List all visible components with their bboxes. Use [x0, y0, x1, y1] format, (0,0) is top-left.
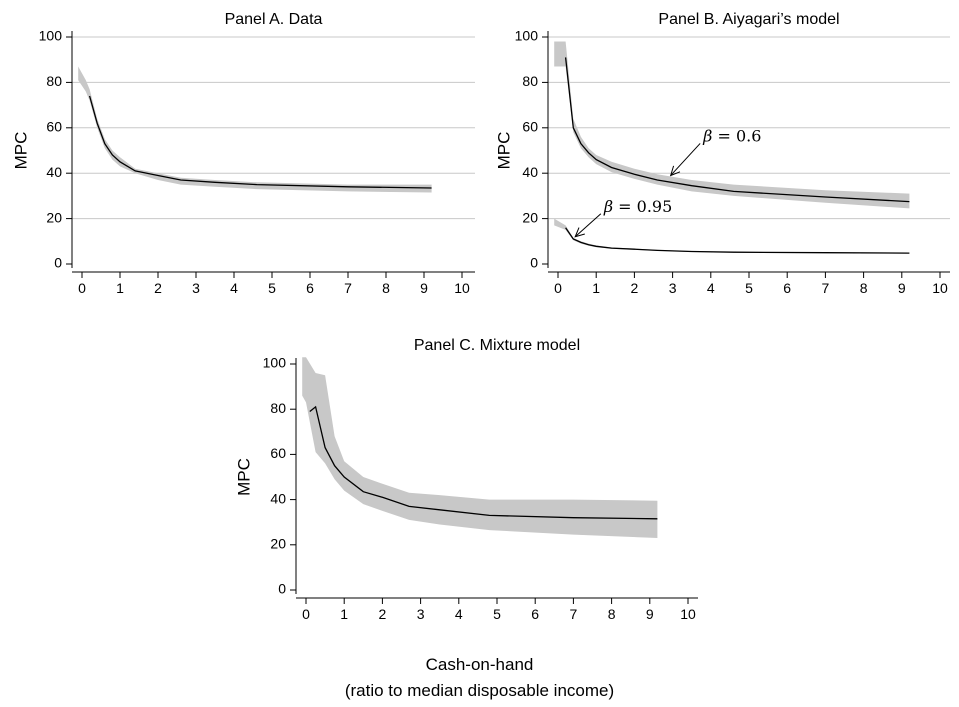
panel-c-x-tick-label: 1 — [340, 606, 348, 622]
panel-c: Panel C. Mixture model MPC 0 20 40 60 80 100 0 1 2… — [234, 337, 698, 622]
panel-b-x-tick-label: 2 — [631, 280, 639, 296]
panel-b-x-tick-label: 10 — [932, 280, 948, 296]
panel-c-y-tick-label: 0 — [278, 581, 286, 597]
panel-c-x-tick-label: 6 — [531, 606, 539, 622]
panel-b-x-tick-label: 0 — [554, 280, 562, 296]
panel-c-y-tick-label: 80 — [270, 400, 286, 416]
panel-c-x-tick-label: 5 — [493, 606, 501, 622]
panel-a-x-tick-label: 0 — [78, 280, 86, 296]
panel-b-title: Panel B. Aiyagari’s model — [658, 11, 839, 28]
panel-c-series-0-line — [309, 405, 658, 520]
panel-a-x-tick-label: 1 — [116, 280, 124, 296]
panel-b-series-1-line — [565, 227, 910, 254]
panel-c-x-tick-label: 4 — [455, 606, 463, 622]
panel-a-x-tick-label: 3 — [192, 280, 200, 296]
panel-b-x-tick-label: 9 — [898, 280, 906, 296]
panel-c-x-tick-label: 10 — [680, 606, 696, 622]
panel-a-y-tick-label: 20 — [46, 209, 62, 225]
panel-a-x-tick-label: 9 — [420, 280, 428, 296]
panel-b-series-0-band — [554, 41, 910, 209]
panel-b-x-tick-label: 1 — [592, 280, 600, 296]
panel-b-y-tick-label: 80 — [522, 73, 538, 89]
panel-b-x-tick-label: 4 — [707, 280, 715, 296]
panel-c-title: Panel C. Mixture model — [414, 337, 580, 354]
panel-b-annotation-1: β = 0.95 — [603, 197, 672, 216]
panel-a-series-0-line — [88, 95, 432, 189]
panel-a-x-tick-label: 8 — [382, 280, 390, 296]
panel-b-y-tick-label: 60 — [522, 119, 538, 135]
panel-a-x-tick-label: 4 — [230, 280, 238, 296]
panel-c-x-tick-label: 2 — [379, 606, 387, 622]
panel-a-y-tick-label: 0 — [54, 255, 62, 271]
panel-b-annotation-0-arrowhead — [669, 165, 681, 177]
panel-c-y-axis-label: MPC — [234, 458, 253, 496]
panel-b-x-tick-label: 7 — [822, 280, 830, 296]
panel-b-annotation-1-arrow — [574, 213, 602, 238]
panel-a-title: Panel A. Data — [225, 11, 323, 28]
panel-b-y-tick-label: 40 — [522, 164, 538, 180]
panel-c-x-tick-label: 8 — [608, 606, 616, 622]
panel-a-y-tick-label: 60 — [46, 119, 62, 135]
x-axis-subtitle: (ratio to median disposable income) — [344, 681, 615, 700]
panel-b-y-tick-label: 100 — [515, 28, 539, 44]
panel-a-y-axis-label: MPC — [11, 132, 30, 170]
panel-b-x-tick-label: 3 — [669, 280, 677, 296]
panel-b-annotation-0: β = 0.6 — [702, 126, 761, 145]
panel-c-x-tick-label: 3 — [417, 606, 425, 622]
panel-a-x-tick-label: 10 — [454, 280, 470, 296]
panel-b-x-tick-label: 8 — [860, 280, 868, 296]
panel-c-y-tick-label: 20 — [270, 536, 286, 552]
x-axis-title: Cash-on-hand — [425, 655, 534, 674]
panel-a-x-tick-label: 2 — [154, 280, 162, 296]
panel-a-x-tick-label: 7 — [344, 280, 352, 296]
panel-c-series-0-band — [302, 357, 658, 538]
panel-b-annotation-0-arrow — [670, 143, 701, 176]
panel-b-x-tick-label: 6 — [783, 280, 791, 296]
panel-a: Panel A. Data MPC 0 20 40 60 80 100 0 1 2 3 4 5 6 7 8 9 10 — [11, 11, 475, 296]
panel-a-x-tick-label: 6 — [306, 280, 314, 296]
panel-c-x-tick-label: 7 — [570, 606, 578, 622]
panel-b: Panel B. Aiyagari’s modelMPC020406080100… — [494, 11, 950, 296]
panel-c-x-tick-label: 9 — [646, 606, 654, 622]
panel-b-y-tick-label: 0 — [530, 255, 538, 271]
panel-b-annotation-1-arrowhead — [574, 227, 585, 238]
panel-a-x-tick-label: 5 — [268, 280, 276, 296]
panel-a-y-tick-label: 80 — [46, 73, 62, 89]
panel-b-y-axis-label: MPC — [494, 132, 513, 170]
panel-c-y-tick-label: 40 — [270, 490, 286, 506]
panel-c-y-tick-label: 100 — [263, 355, 287, 371]
panel-b-x-tick-label: 5 — [745, 280, 753, 296]
panel-b-series-0-line — [564, 57, 910, 203]
panel-a-y-tick-label: 100 — [39, 28, 63, 44]
panel-c-y-tick-label: 60 — [270, 445, 286, 461]
panel-a-y-tick-label: 40 — [46, 164, 62, 180]
panel-c-x-tick-label: 0 — [302, 606, 310, 622]
panel-b-y-tick-label: 20 — [522, 209, 538, 225]
